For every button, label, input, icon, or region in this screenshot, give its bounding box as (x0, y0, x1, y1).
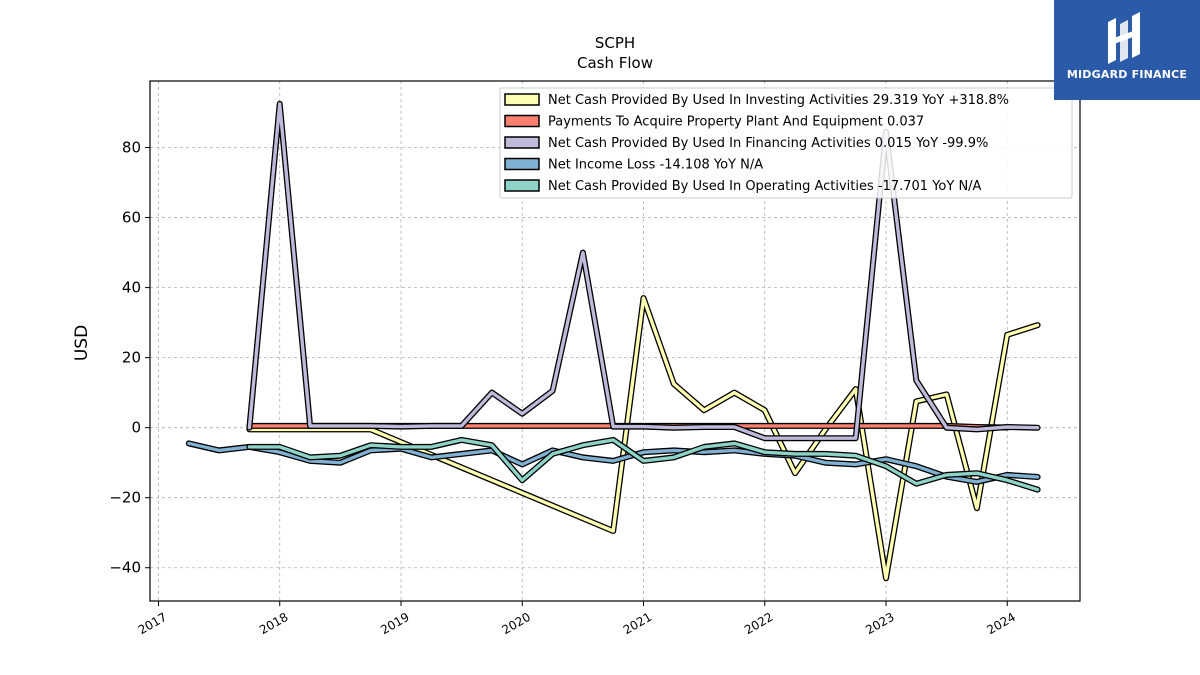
y-axis-label: USD (72, 325, 92, 361)
y-tick-label: −40 (109, 559, 141, 577)
legend-swatch (504, 157, 540, 171)
y-tick-label: −20 (109, 489, 141, 507)
x-tick-label: 2021 (621, 610, 654, 637)
series-line (247, 102, 1040, 440)
x-tick-label: 2022 (742, 610, 775, 637)
legend-swatch (504, 93, 540, 106)
legend-label: Net Income Loss -14.108 YoY N/A (548, 158, 763, 173)
legend: Net Cash Provided By Used In Investing A… (499, 87, 1073, 199)
logo-text: MIDGARD FINANCE (1066, 68, 1188, 81)
series-line (187, 441, 1040, 484)
x-tick-label: 2017 (136, 610, 169, 637)
series-lines (185, 100, 1041, 582)
x-tick-label: 2018 (257, 610, 290, 637)
legend-label: Net Cash Provided By Used In Financing A… (548, 136, 988, 151)
legend-label: Payments To Acquire Property Plant And E… (548, 115, 924, 130)
x-tick-label: 2023 (863, 610, 896, 637)
midgard-logo-icon (1108, 12, 1140, 64)
legend-swatch (504, 179, 540, 192)
legend-swatch (504, 114, 540, 128)
x-tick-label: 2020 (500, 610, 533, 637)
chart-title: SCPH (595, 34, 635, 52)
plot-frame (149, 80, 1081, 602)
legend-swatch (504, 136, 540, 149)
legend-label: Net Cash Provided By Used In Investing A… (548, 93, 1009, 108)
y-tick-label: 0 (131, 419, 141, 437)
y-tick-label: 40 (122, 279, 141, 297)
legend-label: Net Cash Provided By Used In Operating A… (548, 179, 982, 194)
x-tick-label: 2024 (985, 610, 1018, 637)
series-line (247, 438, 1040, 492)
midgard-finance-logo: MIDGARD FINANCE (1054, 0, 1200, 100)
y-tick-label: 20 (122, 349, 141, 367)
legend-box (499, 87, 1073, 199)
chart-subtitle: Cash Flow (577, 54, 653, 72)
x-tick-label: 2019 (378, 610, 411, 637)
series-line (247, 296, 1040, 580)
y-tick-label: 60 (122, 209, 141, 227)
y-tick-label: 80 (122, 139, 141, 157)
